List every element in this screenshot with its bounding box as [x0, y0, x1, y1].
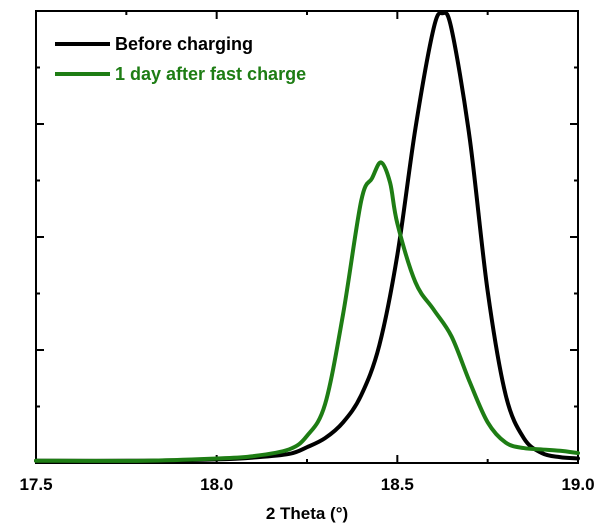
- x-tick-label: 18.0: [200, 475, 233, 494]
- x-tick-label: 17.5: [19, 475, 52, 494]
- x-tick-labels: 17.5 18.0 18.5 19.0: [19, 475, 594, 494]
- legend-label-2: 1 day after fast charge: [115, 64, 306, 84]
- series-line-1: [34, 10, 580, 463]
- series-layer: [34, 10, 580, 463]
- series-line-2: [34, 160, 580, 463]
- x-tick-label: 18.5: [381, 475, 414, 494]
- legend-label-1: Before charging: [115, 34, 253, 54]
- x-axis-label: 2 Theta (°): [266, 504, 348, 523]
- x-tick-label: 19.0: [561, 475, 594, 494]
- legend: Before charging 1 day after fast charge: [55, 34, 306, 84]
